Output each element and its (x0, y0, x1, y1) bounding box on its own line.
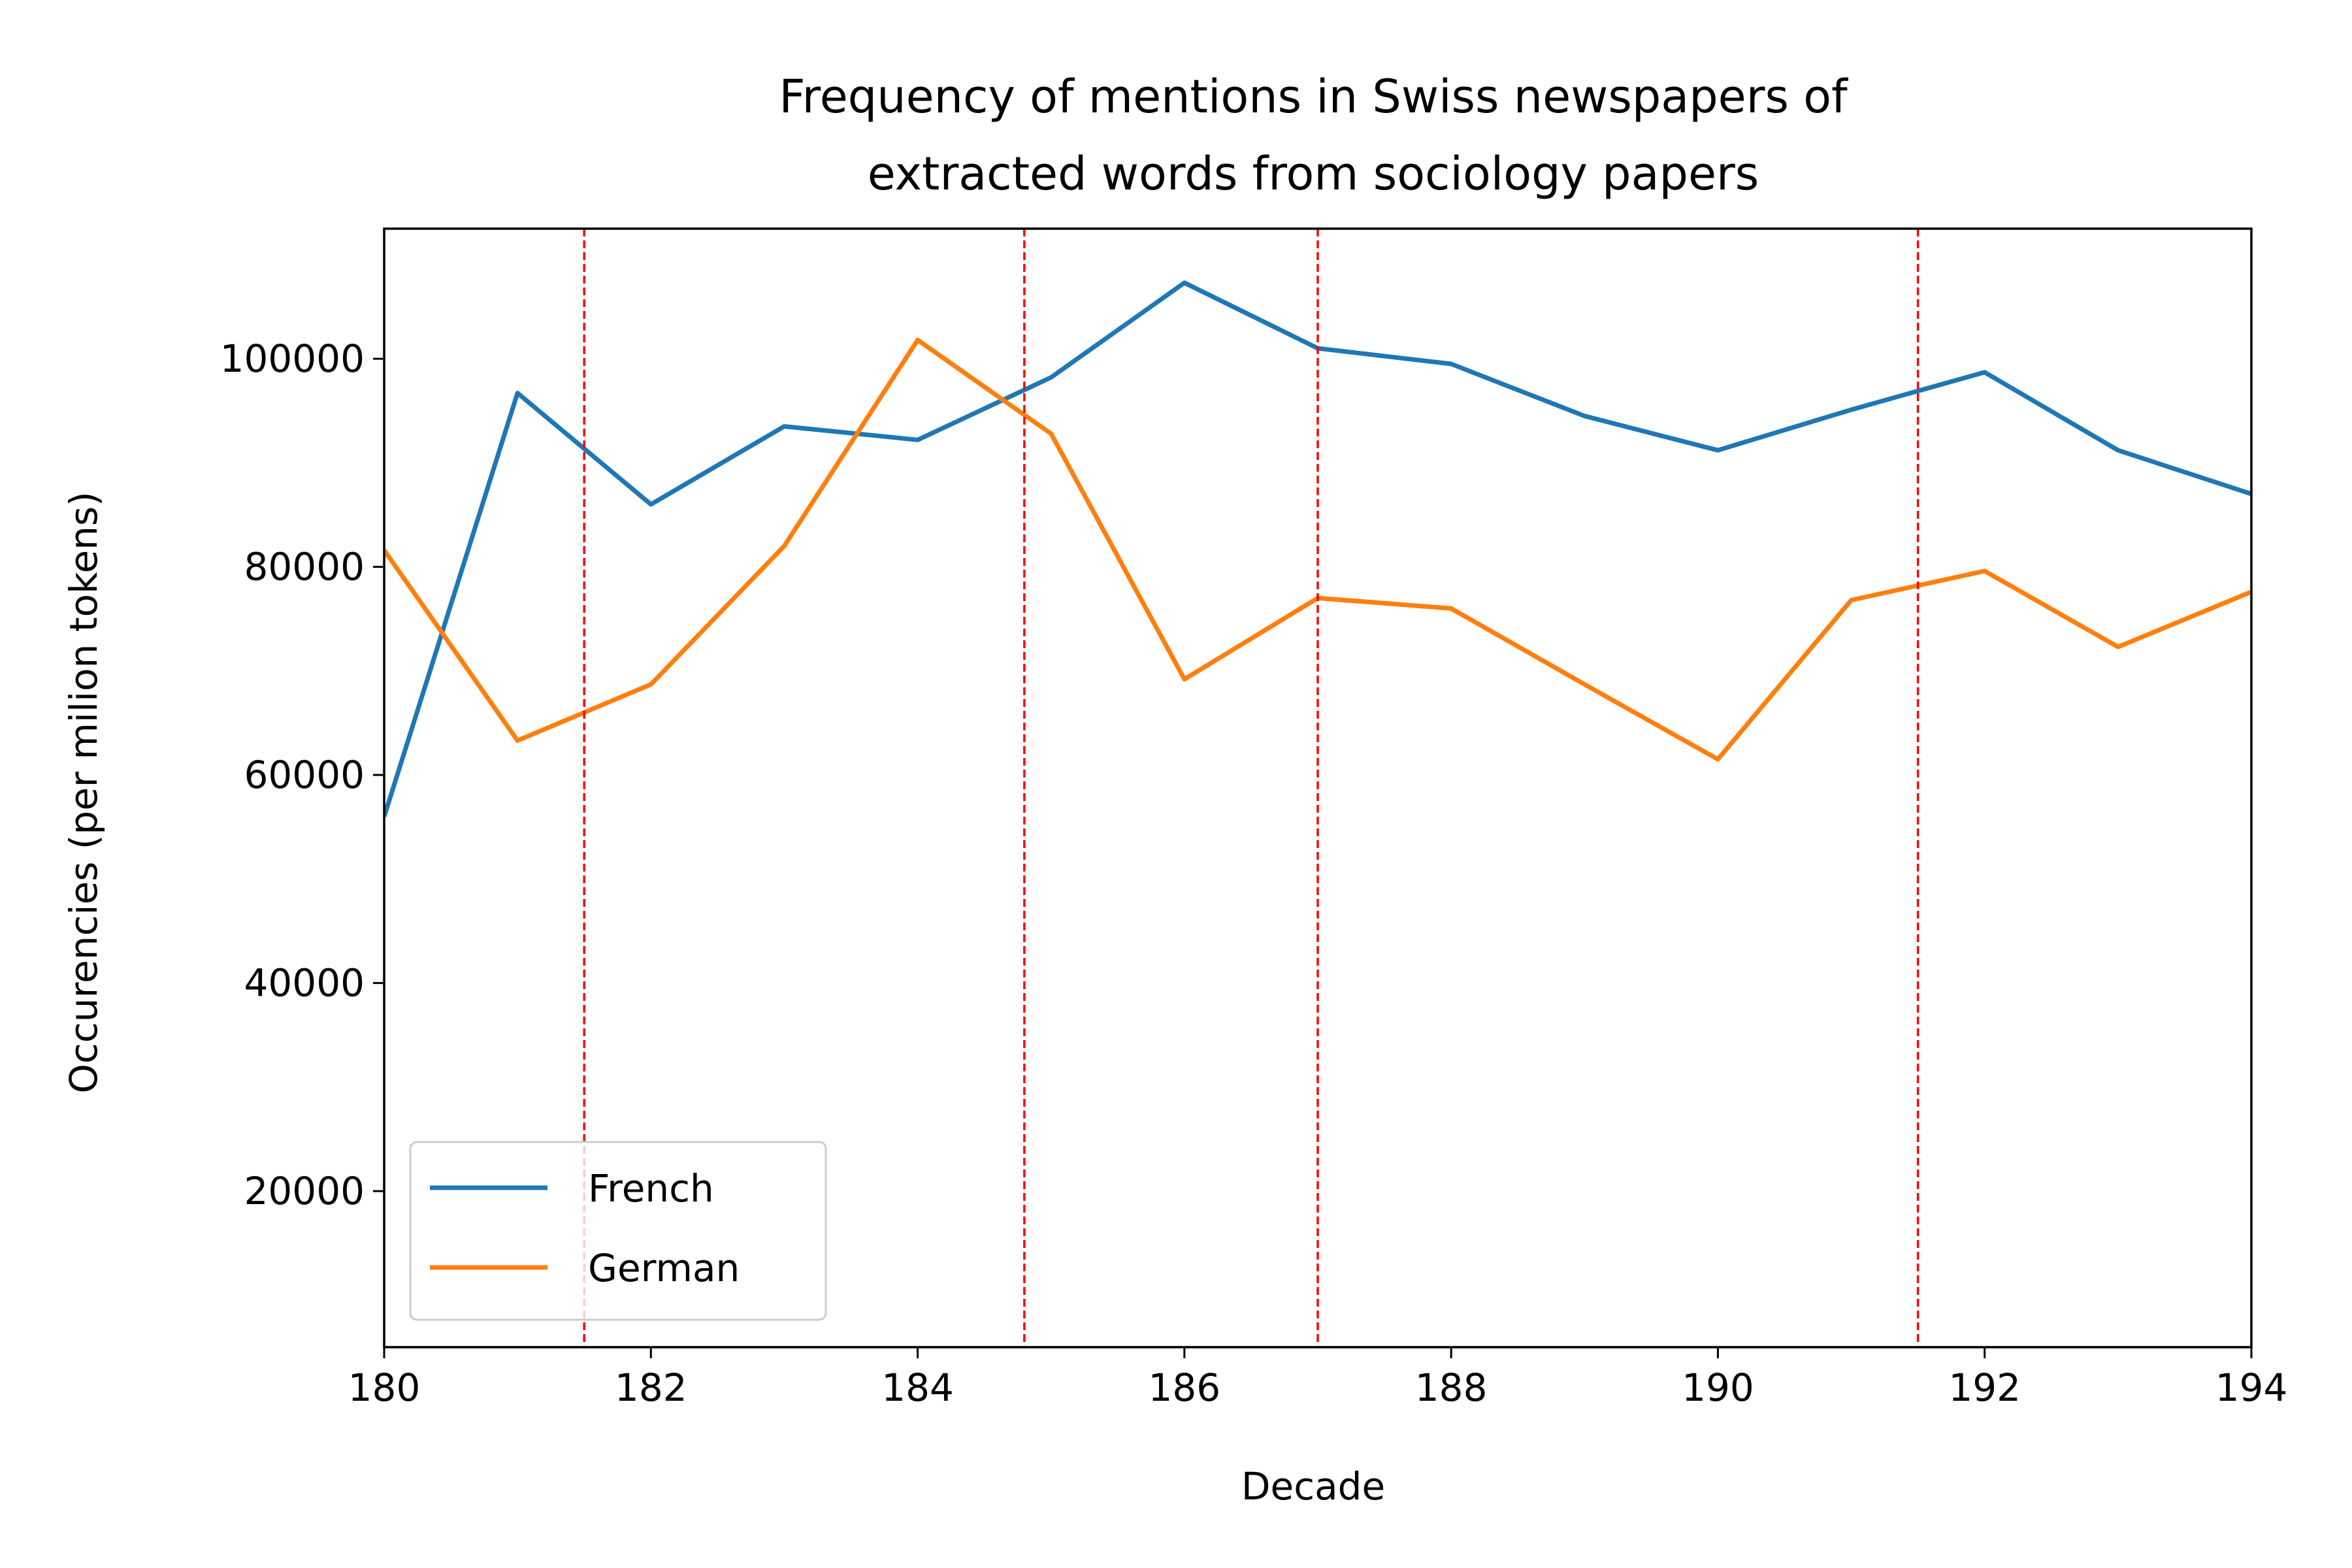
axes-frame (383, 227, 2253, 1348)
legend-label-french: French (588, 1166, 714, 1211)
chart-title-line-1: Frequency of mentions in Swiss newspaper… (779, 70, 1848, 123)
x-tick-label: 192 (1948, 1365, 2021, 1410)
chart-title-line-2: extracted words from sociology papers (868, 147, 1759, 201)
y-tick-label: 100000 (220, 336, 365, 381)
x-axis-label: Decade (1241, 1464, 1385, 1509)
y-tick-label: 20000 (244, 1169, 365, 1213)
x-tick-label: 182 (615, 1365, 687, 1410)
y-tick-label: 60000 (244, 753, 365, 797)
x-tick-label: 188 (1415, 1365, 1488, 1410)
plot-area: 180 182 184 186 188 190 192 194 20000 40000 60000 8… (220, 227, 2288, 1410)
x-tick-label: 190 (1682, 1365, 1754, 1410)
y-tick-label: 40000 (244, 961, 365, 1005)
x-tick-label: 194 (2215, 1365, 2288, 1410)
x-tick-label: 180 (348, 1365, 421, 1410)
y-axis-label: Occurencies (per milion tokens) (61, 491, 106, 1094)
x-tick-label: 186 (1148, 1365, 1220, 1410)
legend-label-german: German (588, 1246, 740, 1290)
x-tick-label: 184 (881, 1365, 954, 1410)
y-tick-label: 80000 (244, 545, 365, 589)
chart-title: Frequency of mentions in Swiss newspaper… (779, 70, 1848, 201)
